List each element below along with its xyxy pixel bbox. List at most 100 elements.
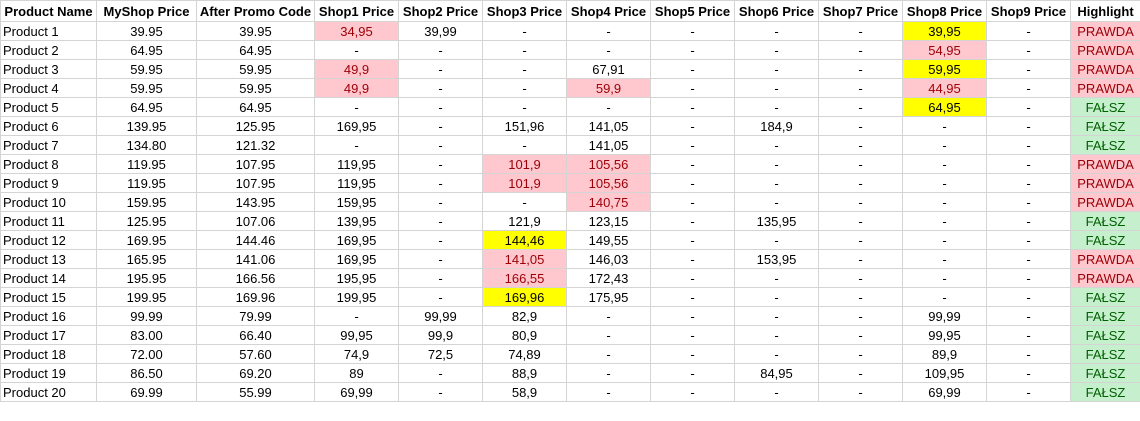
cell-shop5-price[interactable]: - xyxy=(650,173,735,193)
cell-myshop-price[interactable]: 199.95 xyxy=(96,287,197,307)
cell-shop3-price[interactable]: 144,46 xyxy=(482,230,567,250)
cell-shop6-price[interactable]: 84,95 xyxy=(734,363,819,383)
cell-highlight[interactable]: FAŁSZ xyxy=(1070,116,1140,136)
cell-shop7-price[interactable]: - xyxy=(818,59,903,79)
cell-after-promo-code[interactable]: 107.06 xyxy=(196,211,315,231)
cell-shop6-price[interactable]: - xyxy=(734,135,819,155)
cell-product-name[interactable]: Product 4 xyxy=(0,78,97,98)
cell-shop8-price[interactable]: - xyxy=(902,116,987,136)
cell-product-name[interactable]: Product 1 xyxy=(0,21,97,41)
cell-product-name[interactable]: Product 5 xyxy=(0,97,97,117)
cell-highlight[interactable]: PRAWDA xyxy=(1070,40,1140,60)
cell-shop6-price[interactable]: 135,95 xyxy=(734,211,819,231)
cell-shop2-price[interactable]: - xyxy=(398,211,483,231)
cell-shop4-price[interactable]: 149,55 xyxy=(566,230,651,250)
cell-shop4-price[interactable]: 123,15 xyxy=(566,211,651,231)
cell-shop3-price[interactable]: 80,9 xyxy=(482,325,567,345)
cell-shop3-price[interactable]: - xyxy=(482,40,567,60)
cell-myshop-price[interactable]: 119.95 xyxy=(96,173,197,193)
cell-product-name[interactable]: Product 8 xyxy=(0,154,97,174)
cell-shop4-price[interactable]: - xyxy=(566,21,651,41)
cell-shop5-price[interactable]: - xyxy=(650,211,735,231)
cell-shop2-price[interactable]: - xyxy=(398,249,483,269)
cell-shop3-price[interactable]: 82,9 xyxy=(482,306,567,326)
cell-shop3-price[interactable]: 101,9 xyxy=(482,173,567,193)
cell-after-promo-code[interactable]: 64.95 xyxy=(196,97,315,117)
cell-shop7-price[interactable]: - xyxy=(818,78,903,98)
cell-shop9-price[interactable]: - xyxy=(986,97,1071,117)
cell-shop7-price[interactable]: - xyxy=(818,230,903,250)
cell-shop4-price[interactable]: 67,91 xyxy=(566,59,651,79)
cell-product-name[interactable]: Product 6 xyxy=(0,116,97,136)
cell-shop8-price[interactable]: - xyxy=(902,192,987,212)
cell-highlight[interactable]: PRAWDA xyxy=(1070,268,1140,288)
cell-myshop-price[interactable]: 125.95 xyxy=(96,211,197,231)
cell-shop3-price[interactable]: 121,9 xyxy=(482,211,567,231)
cell-highlight[interactable]: FAŁSZ xyxy=(1070,344,1140,364)
cell-shop5-price[interactable]: - xyxy=(650,306,735,326)
cell-shop1-price[interactable]: - xyxy=(314,306,399,326)
cell-shop1-price[interactable]: 69,99 xyxy=(314,382,399,402)
header-after-promo-code[interactable]: After Promo Code xyxy=(196,0,315,22)
cell-myshop-price[interactable]: 59.95 xyxy=(96,59,197,79)
cell-shop3-price[interactable]: 58,9 xyxy=(482,382,567,402)
cell-shop1-price[interactable]: - xyxy=(314,135,399,155)
cell-product-name[interactable]: Product 16 xyxy=(0,306,97,326)
cell-myshop-price[interactable]: 86.50 xyxy=(96,363,197,383)
cell-shop1-price[interactable]: 169,95 xyxy=(314,116,399,136)
cell-shop3-price[interactable]: - xyxy=(482,21,567,41)
cell-shop1-price[interactable]: 119,95 xyxy=(314,154,399,174)
cell-shop3-price[interactable]: 141,05 xyxy=(482,249,567,269)
header-shop1-price[interactable]: Shop1 Price xyxy=(314,0,399,22)
cell-product-name[interactable]: Product 11 xyxy=(0,211,97,231)
cell-highlight[interactable]: FAŁSZ xyxy=(1070,230,1140,250)
cell-shop2-price[interactable]: 72,5 xyxy=(398,344,483,364)
cell-shop5-price[interactable]: - xyxy=(650,40,735,60)
cell-shop4-price[interactable]: 140,75 xyxy=(566,192,651,212)
cell-shop7-price[interactable]: - xyxy=(818,173,903,193)
cell-myshop-price[interactable]: 165.95 xyxy=(96,249,197,269)
cell-shop8-price[interactable]: - xyxy=(902,173,987,193)
cell-highlight[interactable]: FAŁSZ xyxy=(1070,363,1140,383)
header-myshop-price[interactable]: MyShop Price xyxy=(96,0,197,22)
cell-shop8-price[interactable]: - xyxy=(902,287,987,307)
cell-shop1-price[interactable]: - xyxy=(314,97,399,117)
cell-product-name[interactable]: Product 19 xyxy=(0,363,97,383)
cell-shop2-price[interactable]: - xyxy=(398,192,483,212)
cell-product-name[interactable]: Product 7 xyxy=(0,135,97,155)
cell-product-name[interactable]: Product 20 xyxy=(0,382,97,402)
cell-shop9-price[interactable]: - xyxy=(986,40,1071,60)
cell-shop9-price[interactable]: - xyxy=(986,268,1071,288)
cell-shop5-price[interactable]: - xyxy=(650,230,735,250)
cell-shop2-price[interactable]: - xyxy=(398,382,483,402)
cell-shop6-price[interactable]: 153,95 xyxy=(734,249,819,269)
cell-product-name[interactable]: Product 14 xyxy=(0,268,97,288)
cell-highlight[interactable]: FAŁSZ xyxy=(1070,287,1140,307)
cell-shop8-price[interactable]: 64,95 xyxy=(902,97,987,117)
cell-shop6-price[interactable]: - xyxy=(734,344,819,364)
cell-shop9-price[interactable]: - xyxy=(986,249,1071,269)
cell-highlight[interactable]: PRAWDA xyxy=(1070,21,1140,41)
cell-shop9-price[interactable]: - xyxy=(986,287,1071,307)
cell-shop1-price[interactable]: 74,9 xyxy=(314,344,399,364)
cell-shop5-price[interactable]: - xyxy=(650,363,735,383)
cell-shop7-price[interactable]: - xyxy=(818,382,903,402)
cell-shop4-price[interactable]: - xyxy=(566,382,651,402)
cell-shop4-price[interactable]: - xyxy=(566,306,651,326)
cell-shop9-price[interactable]: - xyxy=(986,344,1071,364)
cell-myshop-price[interactable]: 134.80 xyxy=(96,135,197,155)
cell-shop7-price[interactable]: - xyxy=(818,40,903,60)
cell-shop6-price[interactable]: - xyxy=(734,230,819,250)
cell-shop7-price[interactable]: - xyxy=(818,154,903,174)
cell-shop4-price[interactable]: 146,03 xyxy=(566,249,651,269)
cell-shop7-price[interactable]: - xyxy=(818,192,903,212)
cell-shop6-price[interactable]: - xyxy=(734,173,819,193)
cell-shop8-price[interactable]: - xyxy=(902,268,987,288)
cell-shop2-price[interactable]: - xyxy=(398,97,483,117)
header-shop2-price[interactable]: Shop2 Price xyxy=(398,0,483,22)
cell-product-name[interactable]: Product 2 xyxy=(0,40,97,60)
cell-shop5-price[interactable]: - xyxy=(650,135,735,155)
cell-shop9-price[interactable]: - xyxy=(986,154,1071,174)
cell-shop1-price[interactable]: 159,95 xyxy=(314,192,399,212)
cell-shop4-price[interactable]: 175,95 xyxy=(566,287,651,307)
